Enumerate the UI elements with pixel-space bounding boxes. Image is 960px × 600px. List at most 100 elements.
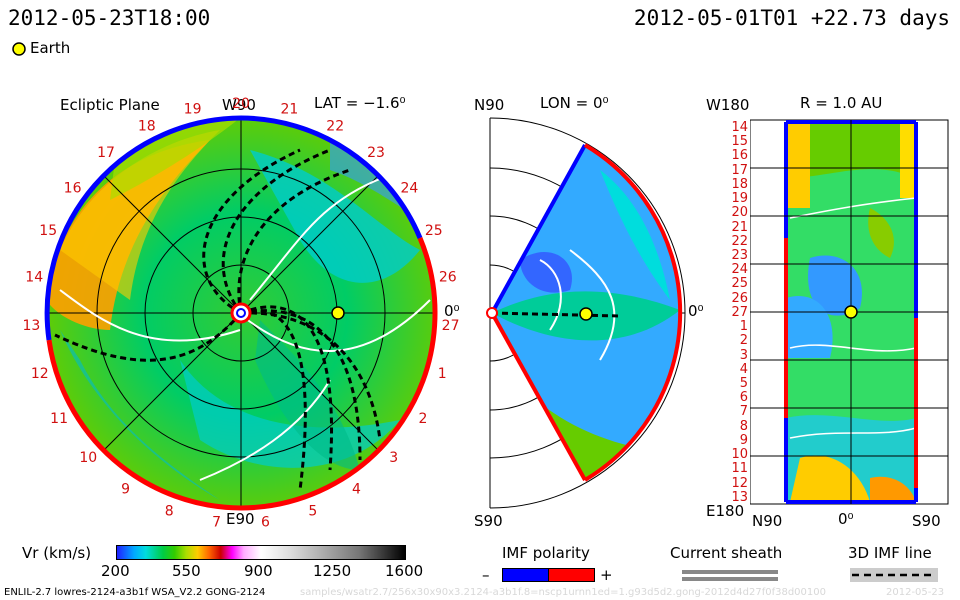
sun-marker <box>230 302 252 324</box>
earth-marker-ecliptic <box>331 306 345 320</box>
radial-row-label-8: 8 <box>739 418 748 434</box>
meridional-plot <box>486 117 686 509</box>
colorbar-tick-900: 900 <box>244 562 273 580</box>
carrington-tick-20: 20 <box>232 96 250 112</box>
radial-row-label-13: 13 <box>731 489 748 505</box>
radial-axis-s90: S90 <box>912 512 941 530</box>
ecliptic-right-label: 0⁰ <box>444 302 460 320</box>
radial-row-label-22: 22 <box>731 233 748 249</box>
radial-row-label-4: 4 <box>739 361 748 377</box>
radial-row-label-23: 23 <box>731 248 748 263</box>
carrington-tick-15: 15 <box>39 223 57 239</box>
simulation-time: 2012-05-23T18:00 <box>8 6 211 30</box>
carrington-tick-labels: 20 21222324252627123456789101112131415161… <box>22 96 459 531</box>
carrington-tick-13: 13 <box>22 318 40 334</box>
carrington-tick-10: 10 <box>79 450 97 466</box>
radial-row-label-26: 26 <box>731 290 748 306</box>
radial-row-label-10: 10 <box>731 447 748 463</box>
imf-minus-label: – <box>482 566 490 584</box>
carrington-tick-14: 14 <box>25 270 43 286</box>
radial-axis-0: 0⁰ <box>838 510 854 528</box>
carrington-tick-25: 25 <box>425 223 443 239</box>
ecliptic-title: Ecliptic Plane <box>60 96 160 114</box>
carrington-tick-7: 7 <box>212 515 221 531</box>
carrington-tick-11: 11 <box>50 411 68 427</box>
radial-bottom-left: E180 <box>706 502 745 520</box>
colorbar-tick-1600: 1600 <box>385 562 424 580</box>
carrington-tick-6: 6 <box>261 515 270 531</box>
carrington-tick-3: 3 <box>389 450 398 466</box>
meridional-right-label: 0⁰ <box>688 302 704 320</box>
colorbar-tick-1250: 1250 <box>313 562 352 580</box>
carrington-tick-4: 4 <box>352 482 361 498</box>
imf-line-label: 3D IMF line <box>848 544 932 562</box>
ecliptic-rim-blue-upper <box>240 115 423 239</box>
radial-row-label-6: 6 <box>739 390 748 406</box>
meridional-bottom-label: S90 <box>474 512 503 530</box>
radial-row-label-18: 18 <box>731 176 748 192</box>
reference-time: 2012-05-01T01 +22.73 days <box>633 6 950 30</box>
radial-row-label-11: 11 <box>731 461 748 477</box>
carrington-tick-17: 17 <box>97 145 115 161</box>
current-sheath-swatch-2 <box>682 577 778 581</box>
colorbar-label: Vr (km/s) <box>22 544 92 562</box>
ecliptic-top-label: W90 <box>222 96 256 114</box>
radial-top-left: W180 <box>706 96 750 114</box>
carrington-tick-8: 8 <box>165 503 174 519</box>
meridional-title: LON = 0⁰ <box>540 94 609 112</box>
imf-line-swatch <box>850 568 938 582</box>
radial-row-label-5: 5 <box>739 376 748 391</box>
earth-legend-label: Earth <box>30 39 71 57</box>
radial-title: R = 1.0 AU <box>800 94 883 112</box>
ecliptic-lat-label: LAT = −1.6⁰ <box>314 94 406 112</box>
carrington-tick-27: 27 <box>442 318 460 334</box>
carrington-tick-23: 23 <box>367 145 385 161</box>
radial-row-label-9: 9 <box>739 432 748 448</box>
radial-row-label-17: 17 <box>731 162 748 178</box>
radial-row-label-1: 1 <box>739 319 748 335</box>
meridional-rim <box>583 143 683 482</box>
radial-row-label-21: 21 <box>731 219 748 235</box>
ecliptic-white-contours <box>59 174 431 481</box>
radial-row-label-3: 3 <box>739 347 748 363</box>
colorbar <box>116 545 406 560</box>
earth-marker-radial <box>844 305 858 319</box>
radial-row-label-2: 2 <box>739 333 748 349</box>
earth-marker-meridional <box>579 307 593 321</box>
carrington-tick-22: 22 <box>326 118 344 134</box>
carrington-tick-5: 5 <box>308 503 317 519</box>
imf-polarity-label: IMF polarity <box>502 544 590 562</box>
radial-row-label-7: 7 <box>739 404 748 420</box>
radial-row-labels: 14 15 16 17 18 19 20 21 22 23 24 25 26 27 1 2 3 4 5 6 7 8 9 10 1… <box>726 118 748 508</box>
radial-row-label-20: 20 <box>731 205 748 221</box>
date-stamp: 2012-05-23 <box>886 587 945 598</box>
ecliptic-rim-red-left <box>46 339 242 511</box>
model-info: ENLIL-2.7 lowres-2124-a3b1f WSA_V2.2 GON… <box>4 587 266 598</box>
run-path-watermark: samples/wsatr2.7/256x30x90x3.2124-a3b1f.… <box>300 587 826 598</box>
colorbar-tick-550: 550 <box>172 562 201 580</box>
current-sheath-label: Current sheath <box>670 544 783 562</box>
radial-axis-n90: N90 <box>752 512 783 530</box>
ecliptic-bottom-label: E90 <box>226 510 255 528</box>
carrington-tick-21: 21 <box>280 102 298 118</box>
ecliptic-rim-blue-left <box>44 115 242 341</box>
radial-row-label-19: 19 <box>731 191 748 207</box>
radial-row-label-25: 25 <box>731 276 748 292</box>
radial-row-label-24: 24 <box>731 262 748 278</box>
colorbar-tick-200: 200 <box>101 562 130 580</box>
carrington-tick-24: 24 <box>400 181 418 197</box>
imf-negative-swatch <box>502 568 549 582</box>
imf-positive-swatch <box>548 568 595 582</box>
carrington-tick-9: 9 <box>121 482 130 498</box>
radial-row-label-16: 16 <box>731 148 748 164</box>
carrington-tick-12: 12 <box>31 366 49 382</box>
imf-plus-label: + <box>600 566 613 584</box>
earth-legend-icon <box>12 42 26 56</box>
radial-row-label-14: 14 <box>731 120 748 135</box>
carrington-tick-2: 2 <box>418 411 427 427</box>
carrington-tick-1: 1 <box>438 366 447 382</box>
radial-row-label-27: 27 <box>731 304 748 320</box>
meridional-top-label: N90 <box>474 96 505 114</box>
carrington-tick-18: 18 <box>138 118 156 134</box>
current-sheath-swatch-1 <box>682 570 778 574</box>
